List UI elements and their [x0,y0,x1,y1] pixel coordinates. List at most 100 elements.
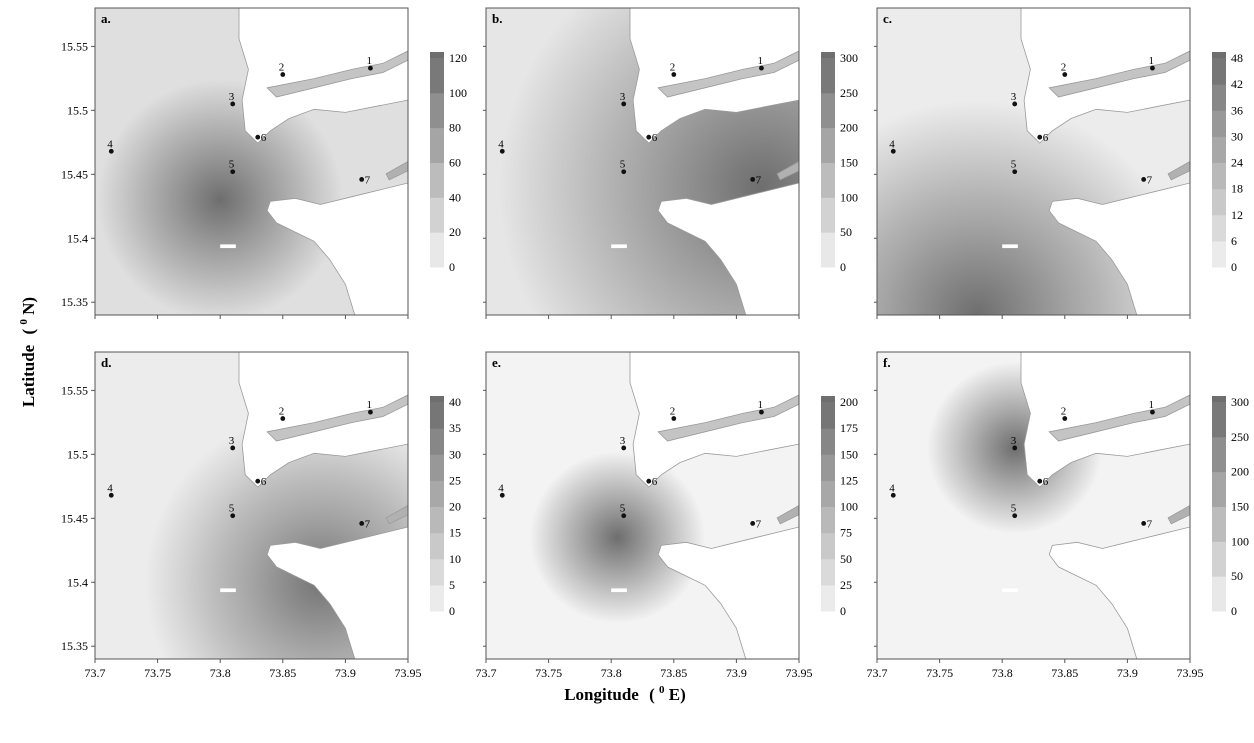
station-marker [646,478,652,484]
colorbar-tick-label: 30 [449,447,461,461]
islet [1002,588,1018,593]
colorbar-tick-label: 150 [840,156,858,170]
colorbar-tick-label: 25 [840,578,852,592]
colorbar-tick-label: 6 [1231,234,1237,248]
river-channel-east [385,161,408,181]
station-marker [230,101,236,107]
station-marker [1150,409,1155,415]
station-marker [359,521,365,526]
colorbar-band [430,558,444,586]
station-marker [368,409,373,415]
river-channel [657,394,799,442]
y-tick-label: 15.55 [61,383,88,397]
colorbar-tick-label: 150 [1231,500,1249,514]
station-marker [1037,134,1043,140]
station-marker [671,72,677,77]
y-tick-label: 15.45 [61,167,88,181]
colorbar-tick-label: 300 [840,51,858,65]
station-marker [1062,416,1068,421]
colorbar-tick-label: 48 [1231,51,1243,65]
colorbar-band [821,480,835,507]
colorbar-tick-label: 36 [1231,103,1243,117]
colorbar-band [430,197,444,233]
station-marker [621,445,627,451]
colorbar: 0 6 12 18 24 30 36 42 48 [1212,51,1243,274]
land-north [238,352,408,488]
station-marker [621,169,627,175]
panel-d: d. 1 2 3 4 5 6 7 15.35 15.4 15.45 15.5 15.55 73.7 73.7… [61,351,461,680]
station-label: 1 [366,55,372,67]
colorbar-cap [1212,396,1226,402]
river-channel [266,394,408,442]
x-tick-label: 73.9 [335,666,356,680]
station-label: 7 [756,518,762,530]
x-tick-label: 73.8 [601,666,622,680]
x-tick-label: 73.75 [144,666,171,680]
x-tick-label: 73.75 [535,666,562,680]
station-label: 6 [652,476,658,488]
river-channel [1048,394,1190,442]
station-marker [255,478,261,484]
station-marker [671,416,677,421]
x-tick-label: 73.85 [269,666,296,680]
x-tick-label: 73.8 [992,666,1013,680]
station-marker [1012,445,1018,451]
colorbar-band [430,92,444,129]
land-south [266,182,408,315]
colorbar-tick-label: 40 [449,190,461,204]
colorbar-band [430,402,444,429]
colorbar-band [821,506,835,534]
colorbar-tick-label: 50 [1231,569,1243,583]
colorbar-band [1212,402,1226,438]
station-marker [280,416,286,421]
colorbar-band [821,428,835,455]
colorbar-band [821,58,835,94]
station-label: 6 [652,132,658,144]
colorbar-band [1212,436,1226,473]
colorbar-tick-label: 250 [1231,430,1249,444]
colorbar-band [430,584,444,612]
y-axis-title: Latitude ( 0 N) [12,297,38,407]
land-south [1048,182,1190,315]
x-tick-label: 73.95 [786,666,813,680]
land-south [266,526,408,659]
panel-a: a. 1 2 3 4 5 6 7 15.35 15.4 15.45 15.5 15.55 0 20 40 60 8… [61,7,467,319]
x-tick-label: 73.85 [1051,666,1078,680]
station-label: 1 [757,55,763,67]
contour-field [95,8,408,315]
panel-letter: e. [492,355,501,370]
station-label: 7 [1147,518,1153,530]
colorbar-tick-label: 175 [840,421,858,435]
river-channel-east [776,505,799,525]
colorbar-tick-label: 200 [840,395,858,409]
colorbar-cap [821,396,835,402]
colorbar-tick-label: 25 [449,473,461,487]
station-marker [230,169,236,175]
colorbar-tick-label: 0 [449,260,455,274]
station-label: 3 [1011,91,1017,103]
colorbar-band [1212,214,1226,242]
colorbar-tick-label: 300 [1231,395,1249,409]
station-label: 4 [889,138,895,150]
y-tick-label: 15.45 [61,511,88,525]
station-marker [108,148,114,154]
colorbar-tick-label: 15 [449,526,461,540]
colorbar-cap [821,52,835,58]
station-label: 2 [279,406,285,418]
x-tick-label: 73.75 [926,666,953,680]
station-marker [1012,513,1018,519]
land-south [657,526,799,659]
colorbar-band [1212,110,1226,137]
colorbar-band [430,58,444,94]
colorbar-tick-label: 50 [840,552,852,566]
colorbar-band [430,162,444,198]
colorbar: 0 50 100 150 200 250 300 [821,51,858,274]
colorbar-band [821,584,835,612]
colorbar-band [821,127,835,163]
panel-frame [876,351,1191,660]
land-north [1020,352,1190,488]
x-tick-label: 73.9 [1117,666,1138,680]
colorbar-band [1212,471,1226,507]
